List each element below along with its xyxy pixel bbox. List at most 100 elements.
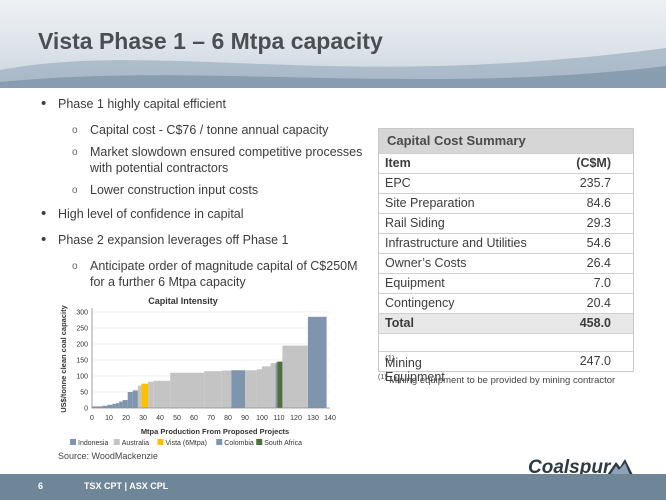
row-value: 54.6: [586, 236, 611, 250]
legend-label: South Africa: [264, 440, 302, 447]
row-item: Owner’s Costs: [385, 256, 467, 270]
y-tick-label: 0: [84, 406, 88, 413]
row-value: 84.6: [586, 196, 611, 210]
row-item: EPC: [385, 176, 411, 190]
table-header-row: Item (C$M): [379, 153, 633, 173]
bullet-text: Phase 2 expansion leverages off Phase 1: [58, 233, 289, 247]
legend-swatch: [157, 439, 164, 445]
row-item: Rail Siding: [385, 216, 445, 230]
chart-bar: [231, 370, 245, 408]
row-value: 29.3: [586, 216, 611, 230]
sub-bullet-circle: o: [72, 147, 78, 158]
chart-axes: 0 50 100 150 200 250 300 0 10 20 30 40 50 60 70 80 90 100…: [76, 308, 336, 422]
bullet-text: Phase 1 highly capital efficient: [58, 97, 226, 111]
x-tick-label: 100: [256, 415, 268, 422]
row-item: Infrastructure and Utilities: [385, 236, 527, 250]
mining-value: 247.0: [579, 354, 611, 368]
chart-source: Source: WoodMackenzie: [58, 451, 158, 461]
header-waves: [0, 48, 666, 88]
table-row: Rail Siding 29.3: [379, 213, 633, 233]
chart-bar: [275, 362, 278, 408]
row-value: 20.4: [586, 296, 611, 310]
x-tick-label: 80: [224, 415, 232, 422]
sub-bullet-market-slowdown: o Market slowdown ensured competitive pr…: [72, 144, 362, 176]
footer-bar: 6 TSX CPT | ASX CPL: [0, 474, 666, 500]
sub-bullet-phase2-capital: o Anticipate order of magnitude capital …: [72, 258, 358, 290]
bullet-confidence: • High level of confidence in capital: [41, 206, 244, 222]
sub-bullet-construction: o Lower construction input costs: [72, 182, 259, 198]
legend-swatch: [113, 439, 120, 445]
column-header-value: (C$M): [576, 156, 611, 170]
bullet-capital-efficient: • Phase 1 highly capital efficient: [41, 96, 226, 112]
legend-swatch: [216, 439, 223, 445]
sub-bullet-text-line2: with potential contractors: [90, 161, 229, 175]
company-logo-text: Coalspur: [528, 457, 611, 478]
y-tick-label: 200: [76, 342, 88, 349]
x-tick-label: 90: [241, 415, 249, 422]
row-item: Contingency: [385, 296, 455, 310]
table-mining-row: Mining Equipment (1) 247.0: [379, 351, 633, 384]
table-row: Equipment 7.0: [379, 273, 633, 293]
chart-x-axis-label: Mtpa Production From Proposed Projects: [141, 427, 289, 436]
chart-bar: [115, 403, 120, 408]
sub-bullet-text: Capital cost - C$76 / tonne annual capac…: [90, 123, 329, 137]
x-tick-label: 130: [307, 415, 319, 422]
mining-label-wrap: Mining Equipment (1): [385, 354, 445, 384]
chart-bar: [221, 370, 232, 408]
y-tick-label: 250: [76, 326, 88, 333]
x-tick-label: 10: [105, 415, 113, 422]
table-row: Owner’s Costs 26.4: [379, 253, 633, 273]
total-label: Total: [385, 316, 414, 330]
x-tick-label: 40: [156, 415, 164, 422]
x-tick-label: 20: [122, 415, 130, 422]
page-number: 6: [38, 481, 44, 491]
sub-bullet-text: Lower construction input costs: [90, 183, 259, 197]
sub-bullet-circle: o: [72, 125, 78, 136]
mining-label: Mining Equipment: [385, 356, 445, 384]
table-spacer-row: [379, 333, 633, 353]
y-tick-label: 300: [76, 310, 88, 317]
bullet-phase2: • Phase 2 expansion leverages off Phase …: [41, 232, 289, 248]
chart-bar: [92, 406, 103, 408]
x-tick-label: 0: [90, 415, 94, 422]
table-row: Infrastructure and Utilities 54.6: [379, 233, 633, 253]
chart-bar: [137, 385, 142, 408]
y-tick-label: 150: [76, 358, 88, 365]
chart-bar: [153, 380, 171, 408]
chart-bar: [170, 372, 177, 408]
chart-bar: [112, 403, 116, 408]
x-tick-label: 30: [139, 415, 147, 422]
page-title: Vista Phase 1 – 6 Mtpa capacity: [38, 28, 383, 54]
sub-bullet-capital-cost: o Capital cost - C$76 / tonne annual cap…: [72, 122, 329, 138]
bullet-text: High level of confidence in capital: [58, 207, 244, 221]
sub-bullet-circle: o: [72, 185, 78, 196]
chart-bars: [92, 316, 327, 408]
legend-label: Colombia: [224, 440, 254, 447]
table-title: Capital Cost Summary: [379, 129, 633, 153]
table-total-row: Total 458.0: [379, 313, 633, 333]
table-footnote: (1) Mining equipment to be provided by m…: [378, 374, 615, 386]
x-tick-label: 70: [207, 415, 215, 422]
footnote-mark: (1): [378, 374, 387, 381]
chart-bar: [245, 370, 257, 408]
bullet-dot: •: [41, 95, 47, 112]
chart-y-axis-label: US$/tonne clean coal capacity: [59, 304, 68, 412]
chart-bar: [256, 369, 262, 408]
capital-cost-table: Capital Cost Summary Item (C$M) EPC 235.…: [378, 128, 634, 384]
row-item: Site Preparation: [385, 196, 475, 210]
chart-bar: [127, 392, 133, 408]
footer-ticker: TSX CPT | ASX CPL: [84, 481, 169, 491]
chart-bar: [141, 383, 149, 408]
chart-bar: [262, 366, 271, 408]
chart-bar: [119, 401, 123, 408]
x-tick-label: 60: [190, 415, 198, 422]
chart-bar: [177, 372, 205, 408]
y-tick-label: 50: [80, 390, 88, 397]
x-tick-label: 140: [324, 415, 336, 422]
legend-label: Vista (6Mtpa): [166, 440, 208, 447]
sub-bullet-circle: o: [72, 261, 78, 272]
legend-swatch: [256, 439, 263, 445]
table-row: Contingency 20.4: [379, 293, 633, 313]
chart-bar: [270, 363, 276, 408]
chart-bar: [132, 390, 138, 408]
